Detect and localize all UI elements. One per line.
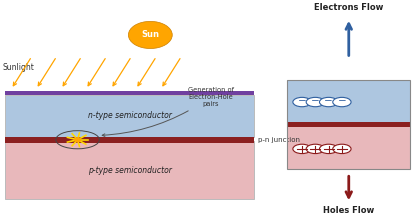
Bar: [5, 141, 254, 199]
Circle shape: [293, 144, 311, 154]
Bar: [287, 80, 410, 122]
Ellipse shape: [74, 137, 81, 142]
Text: Sun: Sun: [141, 30, 159, 39]
Circle shape: [306, 97, 324, 107]
Text: Holes Flow: Holes Flow: [323, 206, 374, 215]
Bar: [287, 80, 410, 169]
Circle shape: [319, 97, 338, 107]
Text: p-type semiconductor: p-type semiconductor: [88, 166, 171, 175]
Bar: [287, 122, 410, 128]
Circle shape: [333, 97, 351, 107]
Bar: [5, 136, 254, 143]
Circle shape: [306, 144, 324, 154]
Text: −: −: [337, 96, 346, 106]
Text: Generation of
Electron-Hole
pairs: Generation of Electron-Hole pairs: [102, 87, 234, 136]
Text: n-type semiconductor: n-type semiconductor: [88, 111, 171, 120]
Circle shape: [333, 144, 351, 154]
Circle shape: [319, 144, 338, 154]
Text: −: −: [324, 96, 333, 106]
Text: p-n junction: p-n junction: [259, 136, 300, 143]
Text: −: −: [311, 96, 320, 106]
Text: Electrons Flow: Electrons Flow: [314, 3, 384, 12]
Bar: [5, 95, 254, 137]
Text: Sunlight: Sunlight: [3, 63, 35, 72]
Ellipse shape: [128, 21, 172, 49]
Circle shape: [293, 97, 311, 107]
Bar: [287, 127, 410, 169]
Text: −: −: [298, 96, 306, 106]
Bar: [5, 91, 254, 95]
